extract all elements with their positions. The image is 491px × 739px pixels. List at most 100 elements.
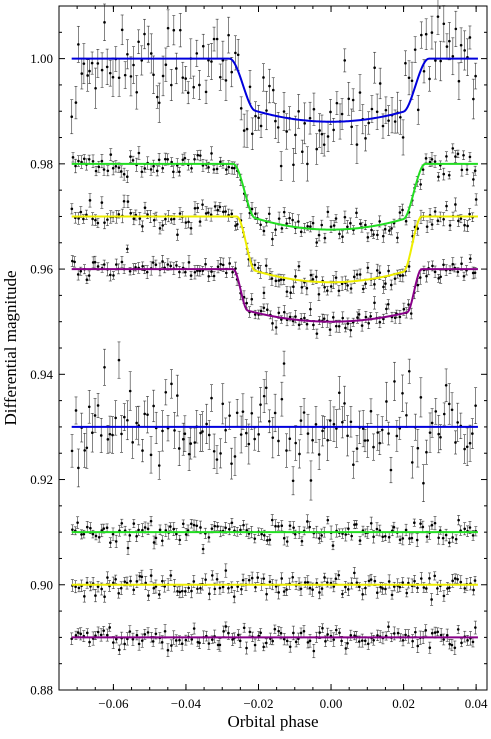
data-point — [80, 533, 83, 536]
data-point — [106, 576, 109, 579]
data-point — [135, 90, 139, 94]
data-point — [96, 585, 100, 588]
data-point — [76, 521, 79, 524]
data-point — [94, 86, 97, 90]
data-point — [355, 447, 359, 450]
model-curve — [71, 162, 478, 231]
data-point — [149, 574, 153, 577]
data-point — [103, 365, 106, 369]
data-point — [135, 633, 139, 637]
data-point — [462, 274, 466, 278]
data-point — [409, 312, 413, 315]
data-point — [338, 232, 341, 236]
data-point — [257, 116, 260, 120]
data-point — [300, 285, 304, 289]
data-point — [407, 265, 411, 268]
data-point — [309, 273, 313, 277]
data-point — [277, 311, 281, 315]
data-point — [123, 642, 126, 646]
data-point — [100, 529, 104, 532]
data-point — [442, 412, 446, 416]
data-point — [439, 59, 442, 63]
data-point — [441, 536, 445, 540]
data-point — [424, 629, 428, 632]
data-point — [474, 626, 477, 629]
data-point — [204, 262, 207, 266]
data-point — [410, 461, 414, 464]
data-point — [230, 212, 234, 216]
data-point — [341, 420, 344, 424]
data-point — [105, 65, 109, 69]
data-point — [123, 415, 126, 419]
data-point — [117, 76, 121, 80]
data-point — [187, 586, 190, 590]
data-point — [326, 518, 330, 522]
data-point — [128, 630, 132, 633]
data-point — [329, 285, 333, 288]
data-point — [85, 581, 89, 585]
data-point — [332, 128, 335, 132]
data-point — [207, 642, 211, 645]
data-point — [257, 266, 260, 270]
data-point — [472, 588, 475, 592]
data-point — [306, 432, 310, 435]
data-point — [303, 122, 306, 125]
data-point — [83, 449, 86, 452]
data-point — [282, 110, 286, 113]
data-point — [207, 536, 211, 539]
data-point — [366, 439, 369, 442]
data-point — [312, 649, 316, 653]
data-point — [109, 153, 113, 156]
data-point — [274, 279, 278, 283]
data-point — [231, 270, 234, 274]
data-point — [161, 224, 165, 227]
data-point — [215, 167, 219, 171]
data-point — [373, 283, 376, 286]
data-point — [372, 535, 375, 539]
data-point — [309, 225, 312, 228]
data-point — [91, 159, 95, 163]
data-point — [472, 97, 475, 101]
data-point — [268, 420, 271, 423]
data-point — [378, 271, 382, 274]
data-point — [85, 631, 89, 635]
data-point — [230, 462, 233, 465]
data-point — [372, 638, 375, 642]
data-point — [241, 578, 245, 582]
data-point — [245, 127, 249, 131]
data-point — [274, 119, 277, 123]
data-point — [282, 310, 286, 314]
data-point — [74, 164, 77, 168]
data-point — [152, 73, 155, 77]
data-point — [181, 437, 185, 441]
data-point — [70, 207, 74, 211]
data-point — [239, 528, 242, 532]
data-point — [344, 326, 347, 330]
data-point — [266, 539, 269, 542]
data-point — [265, 109, 268, 112]
data-point — [176, 394, 179, 397]
data-point — [186, 91, 190, 94]
data-point — [428, 646, 432, 650]
data-point — [238, 639, 242, 643]
data-point — [335, 101, 339, 105]
data-point — [355, 523, 358, 526]
data-point — [192, 627, 196, 630]
data-point — [109, 273, 112, 277]
data-point — [164, 390, 168, 394]
data-point — [196, 153, 200, 157]
data-point — [198, 83, 201, 87]
data-point — [91, 532, 95, 536]
data-point — [270, 518, 274, 522]
data-point — [125, 175, 129, 179]
data-point — [398, 585, 402, 589]
data-point — [103, 21, 106, 24]
x-axis-title: Orbital phase — [227, 712, 318, 731]
y-tick-label: 0.88 — [30, 683, 53, 698]
data-point — [178, 538, 182, 542]
data-point — [401, 136, 405, 139]
data-point — [262, 645, 265, 649]
data-point — [210, 60, 213, 63]
data-point — [463, 223, 466, 227]
